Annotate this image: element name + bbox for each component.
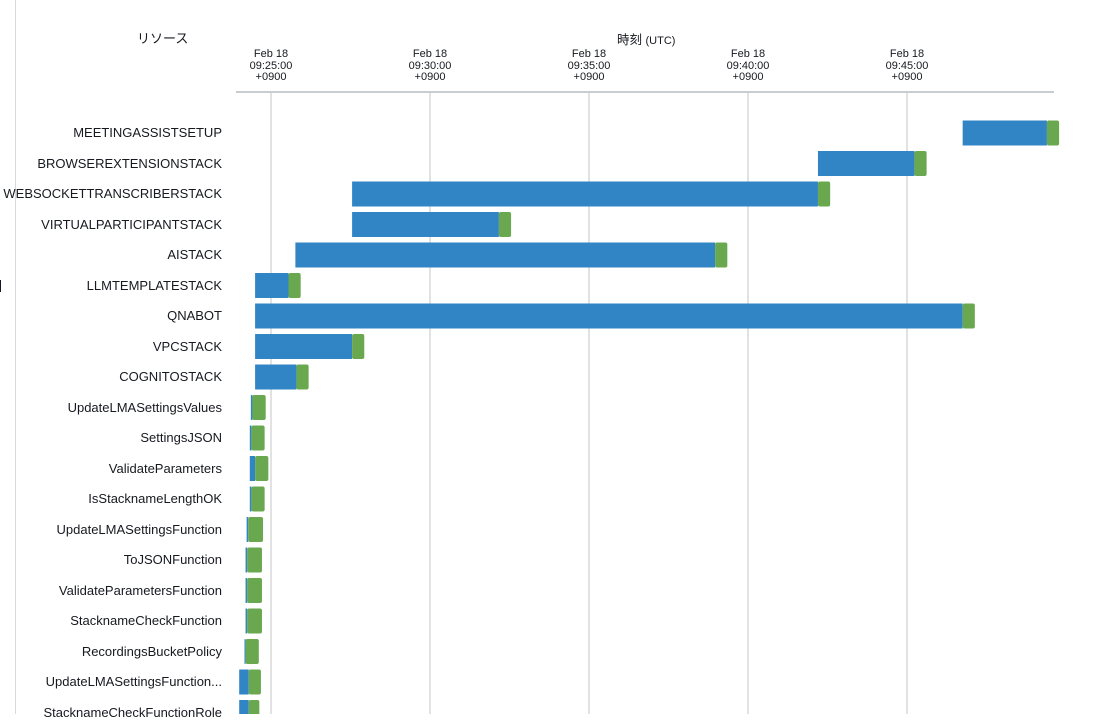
resource-label: QNABOT: [167, 308, 222, 323]
resource-label: ToJSONFunction: [123, 552, 222, 567]
duration-bar[interactable]: [245, 578, 248, 603]
duration-bar[interactable]: [962, 120, 1047, 146]
duration-bar[interactable]: [255, 273, 289, 298]
duration-bar[interactable]: [245, 608, 248, 634]
x-tick-label: Feb 18 09:25:00 +0900: [231, 48, 311, 84]
complete-bar[interactable]: [252, 395, 266, 420]
duration-bar[interactable]: [246, 517, 249, 542]
x-tick-line: Feb 18: [253, 48, 289, 60]
complete-bar[interactable]: [247, 608, 262, 634]
resource-label: LLMTEMPLATESTACK: [86, 277, 222, 293]
x-tick-line: +0900: [891, 71, 923, 83]
complete-bar[interactable]: [251, 425, 265, 451]
x-tick-line: 09:45:00: [885, 59, 929, 72]
x-tick-line: Feb 18: [412, 48, 448, 60]
complete-bar[interactable]: [248, 517, 264, 542]
duration-bar[interactable]: [295, 242, 716, 268]
complete-bar[interactable]: [1046, 120, 1060, 146]
resource-label: AISTACK: [167, 247, 222, 262]
x-tick-line: +0900: [732, 71, 764, 83]
duration-bar[interactable]: [255, 364, 297, 390]
resource-label: BROWSEREXTENSIONSTACK: [37, 155, 222, 171]
x-tick-line: Feb 18: [730, 48, 766, 60]
x-tick-line: +0900: [255, 71, 287, 83]
x-tick-line: Feb 18: [889, 48, 925, 60]
complete-bar[interactable]: [248, 669, 261, 695]
resource-column-header: リソース: [137, 31, 189, 46]
edge-mark: [0, 280, 1, 292]
time-column-header: 時刻 (UTC): [617, 29, 675, 48]
complete-bar[interactable]: [817, 181, 831, 207]
complete-bar[interactable]: [715, 242, 728, 268]
complete-bar[interactable]: [247, 578, 262, 603]
resource-label: ValidateParametersFunction: [58, 582, 222, 598]
x-tick-label: Feb 18 09:40:00 +0900: [708, 48, 788, 84]
resource-label: ValidateParameters: [108, 460, 222, 476]
complete-bar[interactable]: [248, 700, 260, 714]
panel-border: [15, 0, 16, 714]
duration-bar[interactable]: [244, 639, 246, 664]
x-tick-line: 09:35:00: [567, 59, 611, 72]
duration-bar[interactable]: [249, 456, 256, 481]
resource-label: RecordingsBucketPolicy: [81, 643, 222, 659]
complete-bar[interactable]: [245, 639, 259, 664]
resource-label: UpdateLMASettingsFunction...: [45, 674, 222, 689]
resource-label: MEETINGASSISTSETUP: [73, 125, 222, 140]
x-tick-line: 09:30:00: [408, 59, 452, 72]
resource-label: VIRTUALPARTICIPANTSTACK: [41, 216, 222, 232]
complete-bar[interactable]: [251, 486, 265, 512]
resource-label: UpdateLMASettingsValues: [67, 399, 222, 415]
duration-bar[interactable]: [817, 151, 915, 176]
duration-bar[interactable]: [255, 334, 353, 359]
x-tick-line: 09:40:00: [726, 59, 770, 72]
complete-bar[interactable]: [296, 364, 309, 390]
x-tick-label: Feb 18 09:45:00 +0900: [867, 48, 947, 84]
duration-bar[interactable]: [352, 181, 818, 207]
complete-bar[interactable]: [914, 151, 927, 176]
duration-bar[interactable]: [239, 669, 249, 695]
x-tick-line: +0900: [414, 71, 446, 83]
x-tick-label: Feb 18 09:35:00 +0900: [549, 48, 629, 84]
time-label: 時刻: [617, 33, 643, 47]
x-tick-label: Feb 18 09:30:00 +0900: [390, 48, 470, 84]
complete-bar[interactable]: [255, 456, 269, 481]
complete-bar[interactable]: [247, 547, 262, 573]
complete-bar[interactable]: [288, 273, 301, 298]
resource-label: WEBSOCKETTRANSCRIBERSTACK: [3, 186, 222, 201]
resource-label: VPCSTACK: [152, 338, 222, 354]
x-tick-line: Feb 18: [571, 48, 607, 60]
duration-bar[interactable]: [249, 486, 252, 512]
x-tick-line: +0900: [573, 71, 605, 83]
duration-bar[interactable]: [245, 547, 248, 573]
resource-label: UpdateLMASettingsFunction: [56, 521, 222, 537]
time-unit: (UTC): [645, 35, 676, 47]
resource-label: COGNITOSTACK: [119, 369, 222, 384]
duration-bar[interactable]: [255, 303, 963, 329]
duration-bar[interactable]: [239, 700, 249, 714]
resource-label: IsStacknameLengthOK: [88, 491, 222, 506]
resource-label: SettingsJSON: [140, 430, 222, 445]
complete-bar[interactable]: [352, 334, 365, 359]
resource-label: StacknameCheckFunctionRole: [43, 704, 222, 720]
duration-bar[interactable]: [249, 425, 252, 451]
x-tick-line: 09:25:00: [249, 59, 293, 72]
duration-bar[interactable]: [352, 212, 499, 237]
resource-label: StacknameCheckFunction: [70, 613, 222, 628]
complete-bar[interactable]: [962, 303, 975, 329]
duration-bar[interactable]: [250, 395, 253, 420]
complete-bar[interactable]: [498, 212, 512, 237]
